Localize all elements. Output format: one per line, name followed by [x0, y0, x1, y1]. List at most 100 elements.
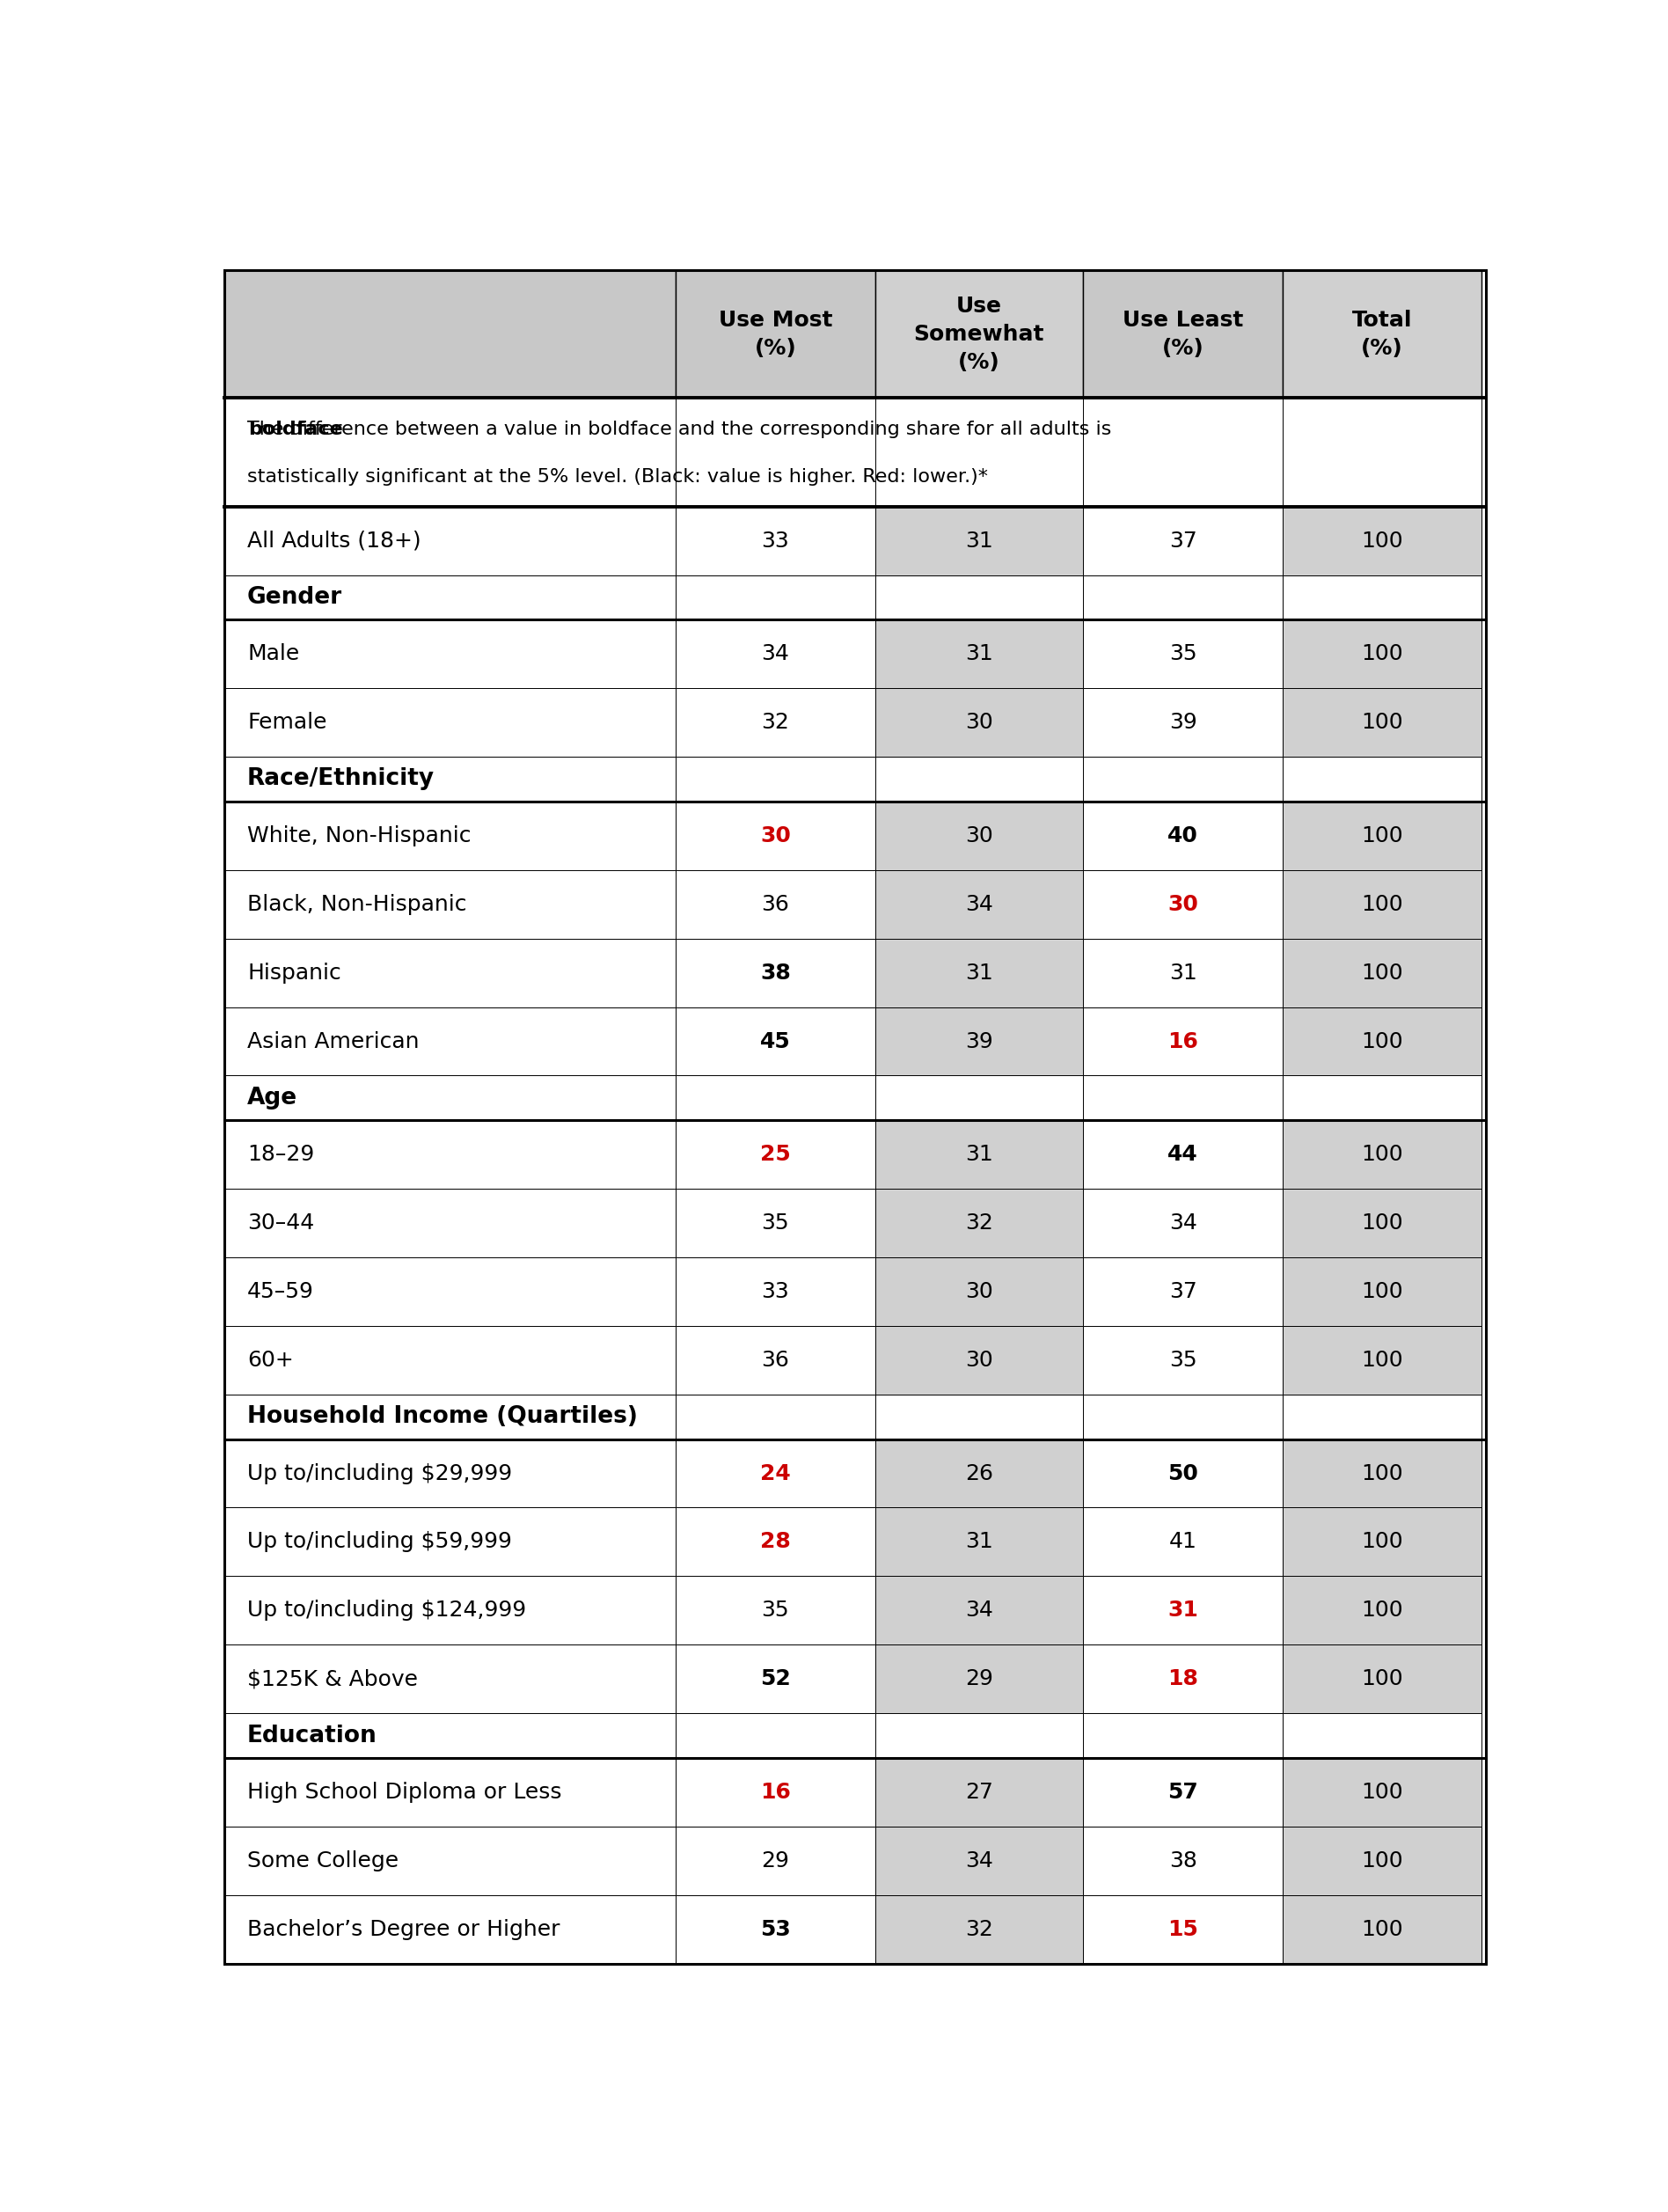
Bar: [1283, 1440, 1481, 1509]
Bar: [224, 1075, 676, 1119]
Text: 30: 30: [966, 1281, 992, 1303]
Bar: [1083, 1325, 1283, 1394]
Text: 25: 25: [761, 1144, 791, 1166]
Text: 31: 31: [966, 531, 992, 551]
Text: Hispanic: Hispanic: [247, 962, 342, 984]
Bar: [1283, 1394, 1481, 1440]
Bar: [1283, 1075, 1481, 1119]
Bar: [224, 869, 676, 938]
Text: 52: 52: [761, 1668, 791, 1690]
Text: 100: 100: [1361, 1349, 1403, 1371]
Text: 44: 44: [1168, 1144, 1198, 1166]
Text: 31: 31: [966, 644, 992, 664]
Bar: [876, 1188, 1083, 1256]
Bar: [676, 1646, 876, 1714]
Text: 100: 100: [1361, 1531, 1403, 1553]
Bar: [1283, 398, 1481, 507]
Text: 100: 100: [1361, 712, 1403, 732]
Bar: [876, 1256, 1083, 1325]
Bar: [676, 801, 876, 869]
Bar: [1083, 1256, 1283, 1325]
Bar: [1283, 1119, 1481, 1188]
Bar: [1083, 757, 1283, 801]
Bar: [224, 1759, 676, 1827]
Bar: [876, 398, 1083, 507]
Text: High School Diploma or Less: High School Diploma or Less: [247, 1781, 562, 1803]
Bar: [1083, 1006, 1283, 1075]
Bar: [676, 1896, 876, 1964]
Text: Household Income (Quartiles): Household Income (Quartiles): [247, 1405, 637, 1429]
Text: 16: 16: [1168, 1031, 1198, 1053]
Bar: [224, 1577, 676, 1646]
Bar: [224, 1188, 676, 1256]
Text: Up to/including $59,999: Up to/including $59,999: [247, 1531, 512, 1553]
Text: 45–59: 45–59: [247, 1281, 314, 1303]
Bar: [1283, 507, 1481, 575]
Bar: [676, 1325, 876, 1394]
Bar: [676, 869, 876, 938]
Text: 100: 100: [1361, 644, 1403, 664]
Text: 100: 100: [1361, 1781, 1403, 1803]
Text: 33: 33: [761, 531, 789, 551]
Bar: [876, 869, 1083, 938]
Bar: [876, 270, 1083, 398]
Bar: [876, 1119, 1083, 1188]
Text: 41: 41: [1169, 1531, 1198, 1553]
Text: Education: Education: [247, 1723, 377, 1747]
Bar: [224, 619, 676, 688]
Bar: [1083, 801, 1283, 869]
Bar: [1283, 1325, 1481, 1394]
Text: 35: 35: [762, 1599, 789, 1621]
Text: 100: 100: [1361, 962, 1403, 984]
Bar: [1083, 1896, 1283, 1964]
Bar: [224, 575, 676, 619]
Text: Black, Non-Hispanic: Black, Non-Hispanic: [247, 894, 467, 916]
Bar: [1083, 1394, 1283, 1440]
Bar: [224, 1509, 676, 1577]
Text: 34: 34: [1169, 1212, 1198, 1234]
Text: Up to/including $124,999: Up to/including $124,999: [247, 1599, 527, 1621]
Bar: [676, 398, 876, 507]
Bar: [1083, 1577, 1283, 1646]
Bar: [876, 1577, 1083, 1646]
Bar: [676, 1256, 876, 1325]
Bar: [224, 1714, 676, 1759]
Bar: [876, 507, 1083, 575]
Text: 45: 45: [761, 1031, 791, 1053]
Text: Use
Somewhat
(%): Use Somewhat (%): [914, 296, 1044, 372]
Text: Use Most
(%): Use Most (%): [719, 310, 832, 358]
Bar: [676, 1509, 876, 1577]
Text: 37: 37: [1169, 1281, 1198, 1303]
Text: 100: 100: [1361, 1599, 1403, 1621]
Text: 31: 31: [966, 1144, 992, 1166]
Text: 24: 24: [761, 1462, 791, 1484]
Bar: [1283, 801, 1481, 869]
Text: boldface: boldface: [249, 420, 342, 438]
Bar: [1083, 619, 1283, 688]
Bar: [1283, 270, 1481, 398]
Text: 100: 100: [1361, 1918, 1403, 1940]
Text: Age: Age: [247, 1086, 297, 1110]
Bar: [1283, 757, 1481, 801]
Bar: [876, 1646, 1083, 1714]
Text: Female: Female: [247, 712, 327, 732]
Bar: [1283, 1006, 1481, 1075]
Bar: [876, 1827, 1083, 1896]
Bar: [676, 507, 876, 575]
Text: 15: 15: [1168, 1918, 1198, 1940]
Text: 35: 35: [1169, 1349, 1198, 1371]
Text: 32: 32: [966, 1918, 992, 1940]
Text: 40: 40: [1168, 825, 1198, 847]
Bar: [1083, 507, 1283, 575]
Bar: [224, 801, 676, 869]
Text: 35: 35: [762, 1212, 789, 1234]
Bar: [1283, 1759, 1481, 1827]
Bar: [224, 507, 676, 575]
Bar: [1083, 575, 1283, 619]
Text: 37: 37: [1169, 531, 1198, 551]
Bar: [676, 1759, 876, 1827]
Text: Total
(%): Total (%): [1353, 310, 1413, 358]
Text: 100: 100: [1361, 1144, 1403, 1166]
Bar: [1283, 1827, 1481, 1896]
Text: 33: 33: [761, 1281, 789, 1303]
